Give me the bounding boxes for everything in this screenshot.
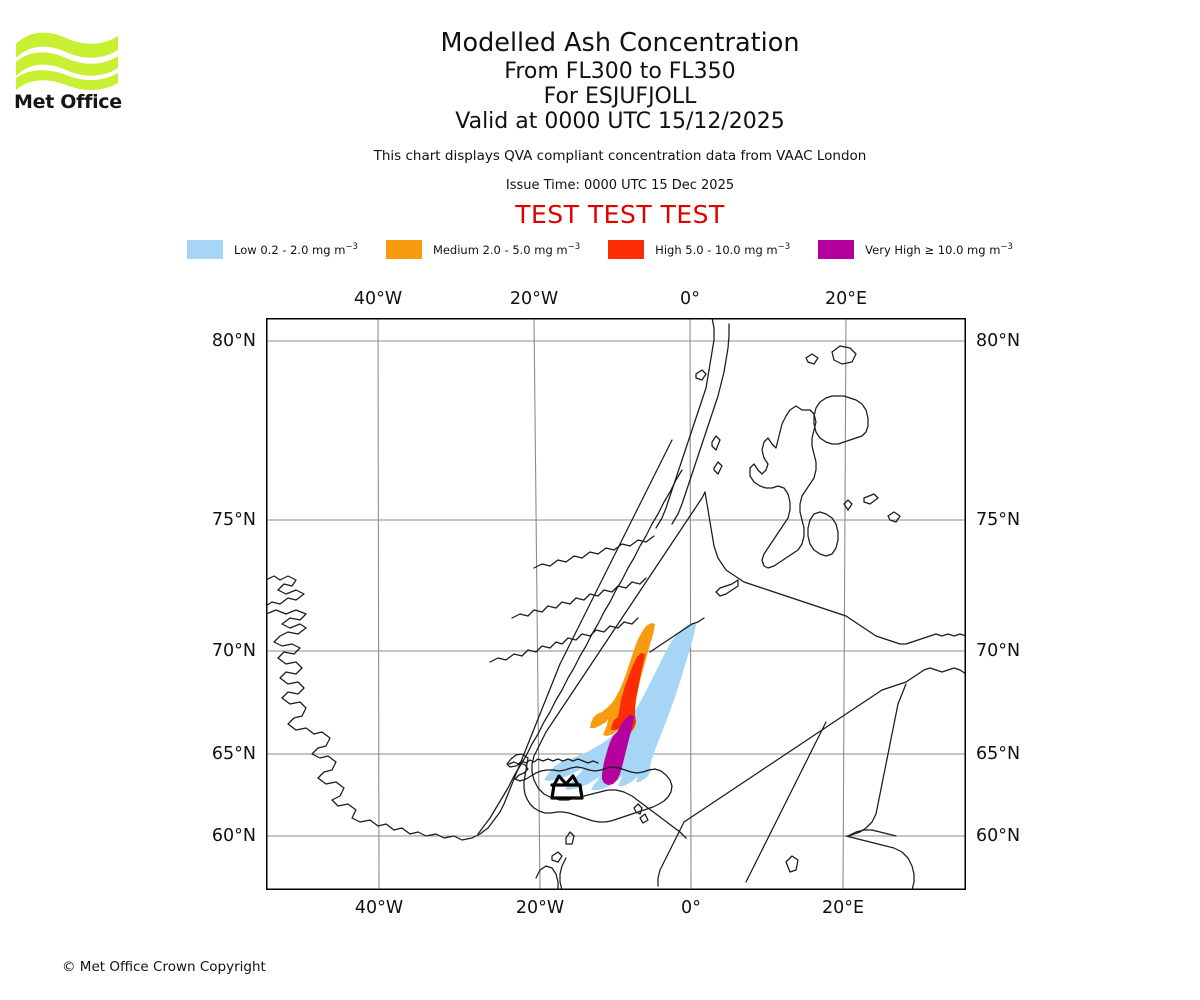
coastline-finland-east [847,683,907,837]
coastline-estonia-latvia [845,835,915,890]
coastline-svalbard-small-2 [863,493,879,505]
lat-label-right-1: 75°N [976,510,1021,530]
coastline-greenland-east-detail [477,469,683,835]
coastline-greenland-ne3 [533,535,655,569]
coastline-sweden-south [657,821,685,887]
chart-header: Modelled Ash Concentration From FL300 to… [150,28,1090,229]
coastline-island-3 [695,369,707,381]
coastline-denmark-jutland [559,857,567,890]
coastline-baltic-gulf-bothnia [745,721,827,883]
coastline-greenland-north [655,318,715,529]
legend-label-low: Low 0.2 - 2.0 mg m−3 [234,242,358,257]
legend-swatch-very-high [818,240,855,259]
meridian-40w [377,318,380,890]
lon-label-top-1: 20°W [509,289,559,309]
coastline-faroe-islands [633,803,643,815]
meridian-0 [689,318,692,890]
coastline-island-2 [711,435,721,451]
lat-label-right-4: 60°N [976,826,1021,846]
coastline-faroe-2 [639,813,649,824]
coastline-greenland [266,439,673,841]
lon-label-bottom-3: 20°E [821,898,865,918]
coastline-norway [704,491,966,645]
lat-label-right-0: 80°N [976,331,1021,351]
lat-label-left-2: 70°N [211,641,256,661]
map-background [266,318,966,890]
legend-entry-very-high: Very High ≥ 10.0 mg m−3 [818,240,1013,259]
coastline-jan-mayen [887,511,901,523]
legend-entry-medium: Medium 2.0 - 5.0 mg m−3 [385,240,581,259]
coastline-gotland [785,855,799,873]
flight-level-subtitle: From FL300 to FL350 [504,59,736,84]
graticule [266,318,966,890]
ash-concentration-map [266,318,966,890]
coastline-shetland [565,831,575,845]
coastline-iceland [506,753,673,823]
lon-label-top-0: 40°W [353,289,403,309]
plume-high [611,653,645,735]
coastline-svalbard-nordaustlandet [813,395,869,445]
lon-label-top-3: 20°E [824,289,868,309]
legend-label-medium: Medium 2.0 - 5.0 mg m−3 [432,242,581,257]
legend-label-high: High 5.0 - 10.0 mg m−3 [655,242,791,257]
lon-label-bottom-0: 40°W [354,898,404,918]
coastline-greenland-north-inner [671,323,730,525]
coastline-svalbard-spitsbergen [749,405,817,569]
coastline-svalbard-north-island [831,345,857,365]
coastline-svalbard-small-1 [843,499,853,511]
lat-label-left-3: 65°N [211,744,256,764]
coastline-greenland-northeast [489,617,639,663]
issue-time: Issue Time: 0000 UTC 15 Dec 2025 [505,178,735,193]
lat-label-left-4: 60°N [211,826,256,846]
valid-time-subtitle: Valid at 0000 UTC 15/12/2025 [455,109,785,134]
lon-label-bottom-2: 0° [681,898,701,918]
coastline-greenland-ne2 [511,577,647,619]
coastline-orkney [551,851,563,863]
meridian-20e [842,318,847,890]
map-frame [266,318,966,890]
lon-label-top-2: 0° [680,289,700,309]
coastline-svalbard-edgeoya [807,511,839,557]
legend-swatch-low [187,240,224,259]
legend-swatch-high [608,240,645,259]
lat-label-left-0: 80°N [211,331,256,351]
volcano-subtitle: For ESJUFJOLL [543,84,697,109]
volcano-source-marker [550,774,584,800]
coastline-iceland-fjords [508,758,599,765]
coastline-norway-west [545,491,706,733]
legend-label-very-high: Very High ≥ 10.0 mg m−3 [865,242,1013,257]
coastline-island-1 [713,461,723,475]
coastline-svalbard-small-3 [805,353,819,365]
qva-note: This chart displays QVA compliant concen… [373,148,867,164]
legend-entry-high: High 5.0 - 10.0 mg m−3 [608,240,790,259]
legend-entry-low: Low 0.2 - 2.0 mg m−3 [187,240,358,259]
lat-label-left-1: 75°N [211,510,256,530]
coastline-gulf-finland [847,829,897,837]
coastline-norway-fjord-detail [649,617,705,653]
lat-label-right-3: 65°N [976,744,1021,764]
plume-medium [590,623,655,737]
lon-label-bottom-1: 20°W [515,898,565,918]
meridian-20w [533,318,541,890]
lat-label-right-2: 70°N [976,641,1021,661]
page-title: Modelled Ash Concentration [440,28,800,58]
test-banner: TEST TEST TEST [515,200,725,229]
concentration-legend: Low 0.2 - 2.0 mg m−3 Medium 2.0 - 5.0 mg … [0,240,1200,259]
coastline-norway-south-coast [531,731,687,839]
legend-swatch-medium [385,240,422,259]
coastline-scotland [535,865,559,890]
coastline-scandinavia-main [683,667,966,823]
copyright-notice: © Met Office Crown Copyright [62,959,266,975]
met-office-waves-logo [16,32,118,90]
coastline-lofoten [715,579,739,597]
coastlines [266,318,966,890]
met-office-logo: Met Office [14,28,124,113]
met-office-wordmark: Met Office [14,91,122,113]
